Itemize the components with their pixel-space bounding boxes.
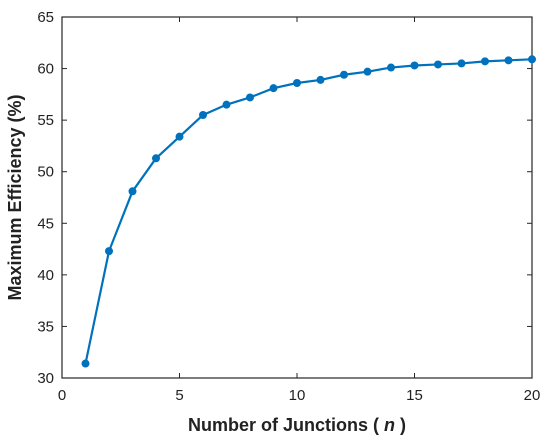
data-point: [457, 59, 466, 68]
data-point: [222, 100, 231, 109]
x-tick-label: 5: [175, 387, 183, 404]
data-point: [528, 55, 536, 64]
series-group: [81, 55, 536, 368]
y-tick-label: 35: [37, 318, 54, 335]
data-point: [152, 154, 160, 163]
data-point: [269, 84, 278, 93]
axis-ticks: 0 5 10 15 20 30 35 40 45 50 55 60 65: [37, 9, 540, 404]
data-point: [293, 79, 301, 88]
x-tick-label: 20: [524, 387, 541, 404]
data-point: [199, 110, 207, 119]
axes-frame: [61, 16, 533, 379]
x-axis-label-end: ): [400, 415, 406, 435]
y-tick-label: 65: [37, 9, 54, 26]
y-tick-label: 60: [37, 61, 54, 78]
y-tick-label: 50: [37, 164, 54, 181]
x-axis-label-variable: n: [384, 415, 395, 435]
y-tick-label: 30: [37, 370, 54, 387]
y-tick-label: 40: [37, 267, 54, 284]
data-point: [316, 75, 325, 84]
data-point: [363, 67, 372, 76]
x-tick-label: 10: [289, 387, 306, 404]
data-point: [481, 57, 489, 66]
data-point: [246, 93, 254, 102]
data-point: [387, 63, 395, 72]
y-tick-label: 55: [37, 112, 54, 129]
data-point: [504, 56, 513, 65]
x-axis-label: Number of Junctions ( n ): [188, 415, 406, 435]
x-tick-label: 15: [406, 387, 423, 404]
data-point: [434, 60, 442, 69]
x-axis-label-text: Number of Junctions (: [188, 415, 379, 435]
data-point: [128, 187, 137, 196]
y-tick-label: 45: [37, 215, 54, 232]
data-point: [175, 132, 184, 141]
y-axis-label: Maximum Efficiency (%): [5, 94, 25, 300]
series-line: [84, 58, 533, 364]
data-point: [81, 359, 90, 368]
data-point: [410, 61, 419, 70]
data-point: [340, 70, 348, 79]
x-tick-label: 0: [58, 387, 66, 404]
data-point: [105, 247, 113, 256]
